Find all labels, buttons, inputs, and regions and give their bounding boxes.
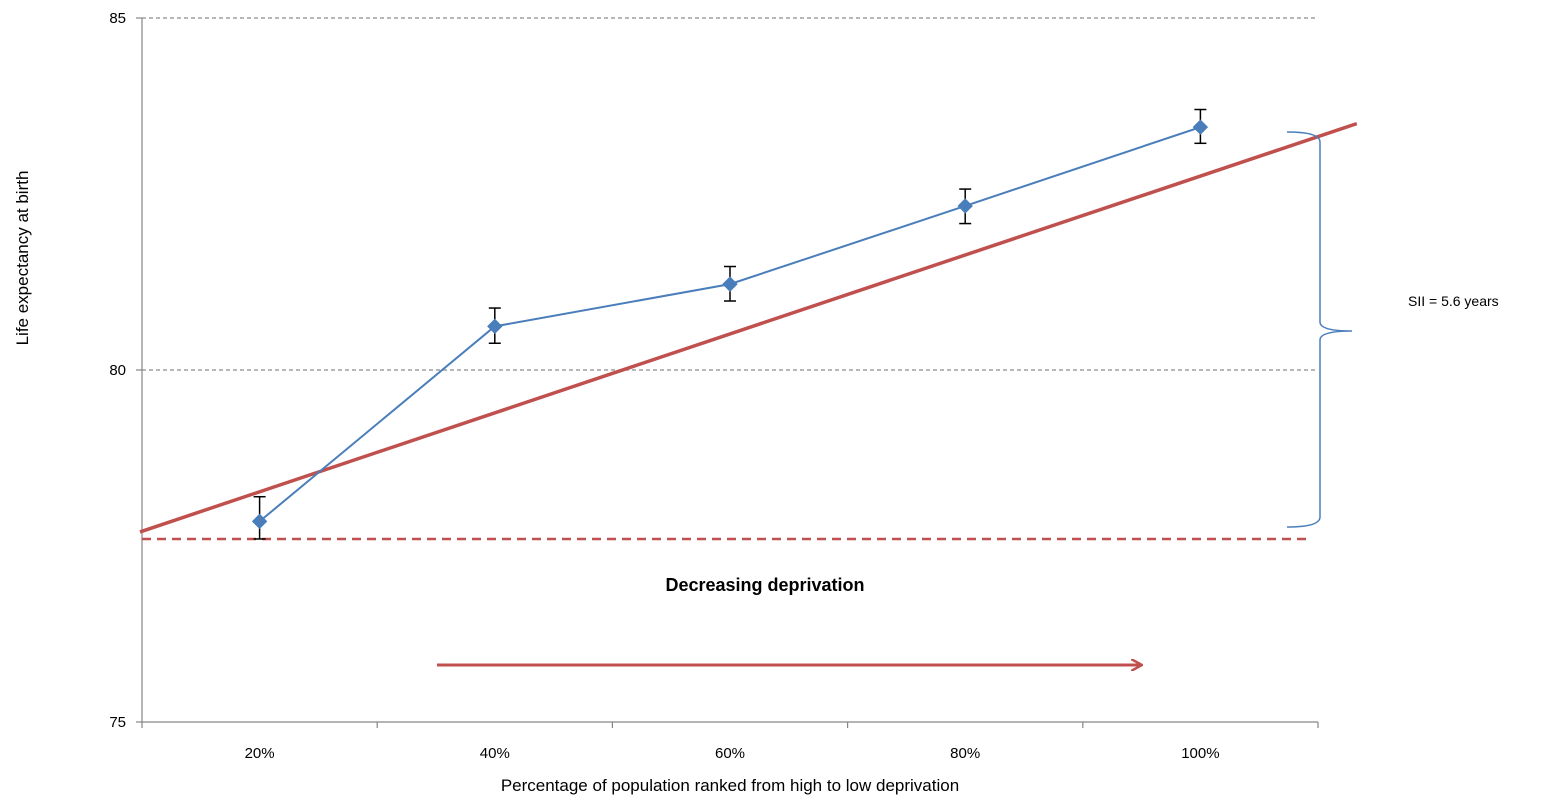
series-group (251, 108, 1209, 540)
x-axis-title: Percentage of population ranked from hig… (501, 776, 959, 795)
data-point-4 (1192, 119, 1209, 135)
x-tick-label-40%: 40% (480, 745, 510, 762)
sii-label: SII = 5.6 years (1408, 293, 1499, 309)
direction-label: Decreasing deprivation (665, 575, 864, 595)
series-line-0 (258, 126, 1201, 523)
sii-brace (1286, 131, 1353, 528)
fitted-line-group (139, 121, 1358, 534)
axes (136, 17, 1319, 728)
fitted-line (139, 121, 1358, 534)
data-point-2 (722, 276, 738, 292)
tick-labels: 75 80 85 20% 40% 60% 80% 100% (109, 10, 1219, 762)
x-tick-label-60%: 60% (715, 745, 745, 762)
x-tick-label-80%: 80% (950, 745, 980, 762)
data-point-3 (957, 198, 973, 214)
y-tick-label-75: 75 (109, 714, 126, 731)
y-tick-label-80: 80 (109, 362, 126, 379)
y-tick-label-85: 85 (109, 10, 126, 27)
y-axis-title: Life expectancy at birth (13, 171, 32, 346)
gridlines (142, 17, 1318, 371)
x-tick-label-100%: 100% (1181, 745, 1219, 762)
x-tick-label-20%: 20% (245, 745, 275, 762)
data-point-0 (251, 513, 268, 530)
data-point-1 (487, 318, 503, 335)
